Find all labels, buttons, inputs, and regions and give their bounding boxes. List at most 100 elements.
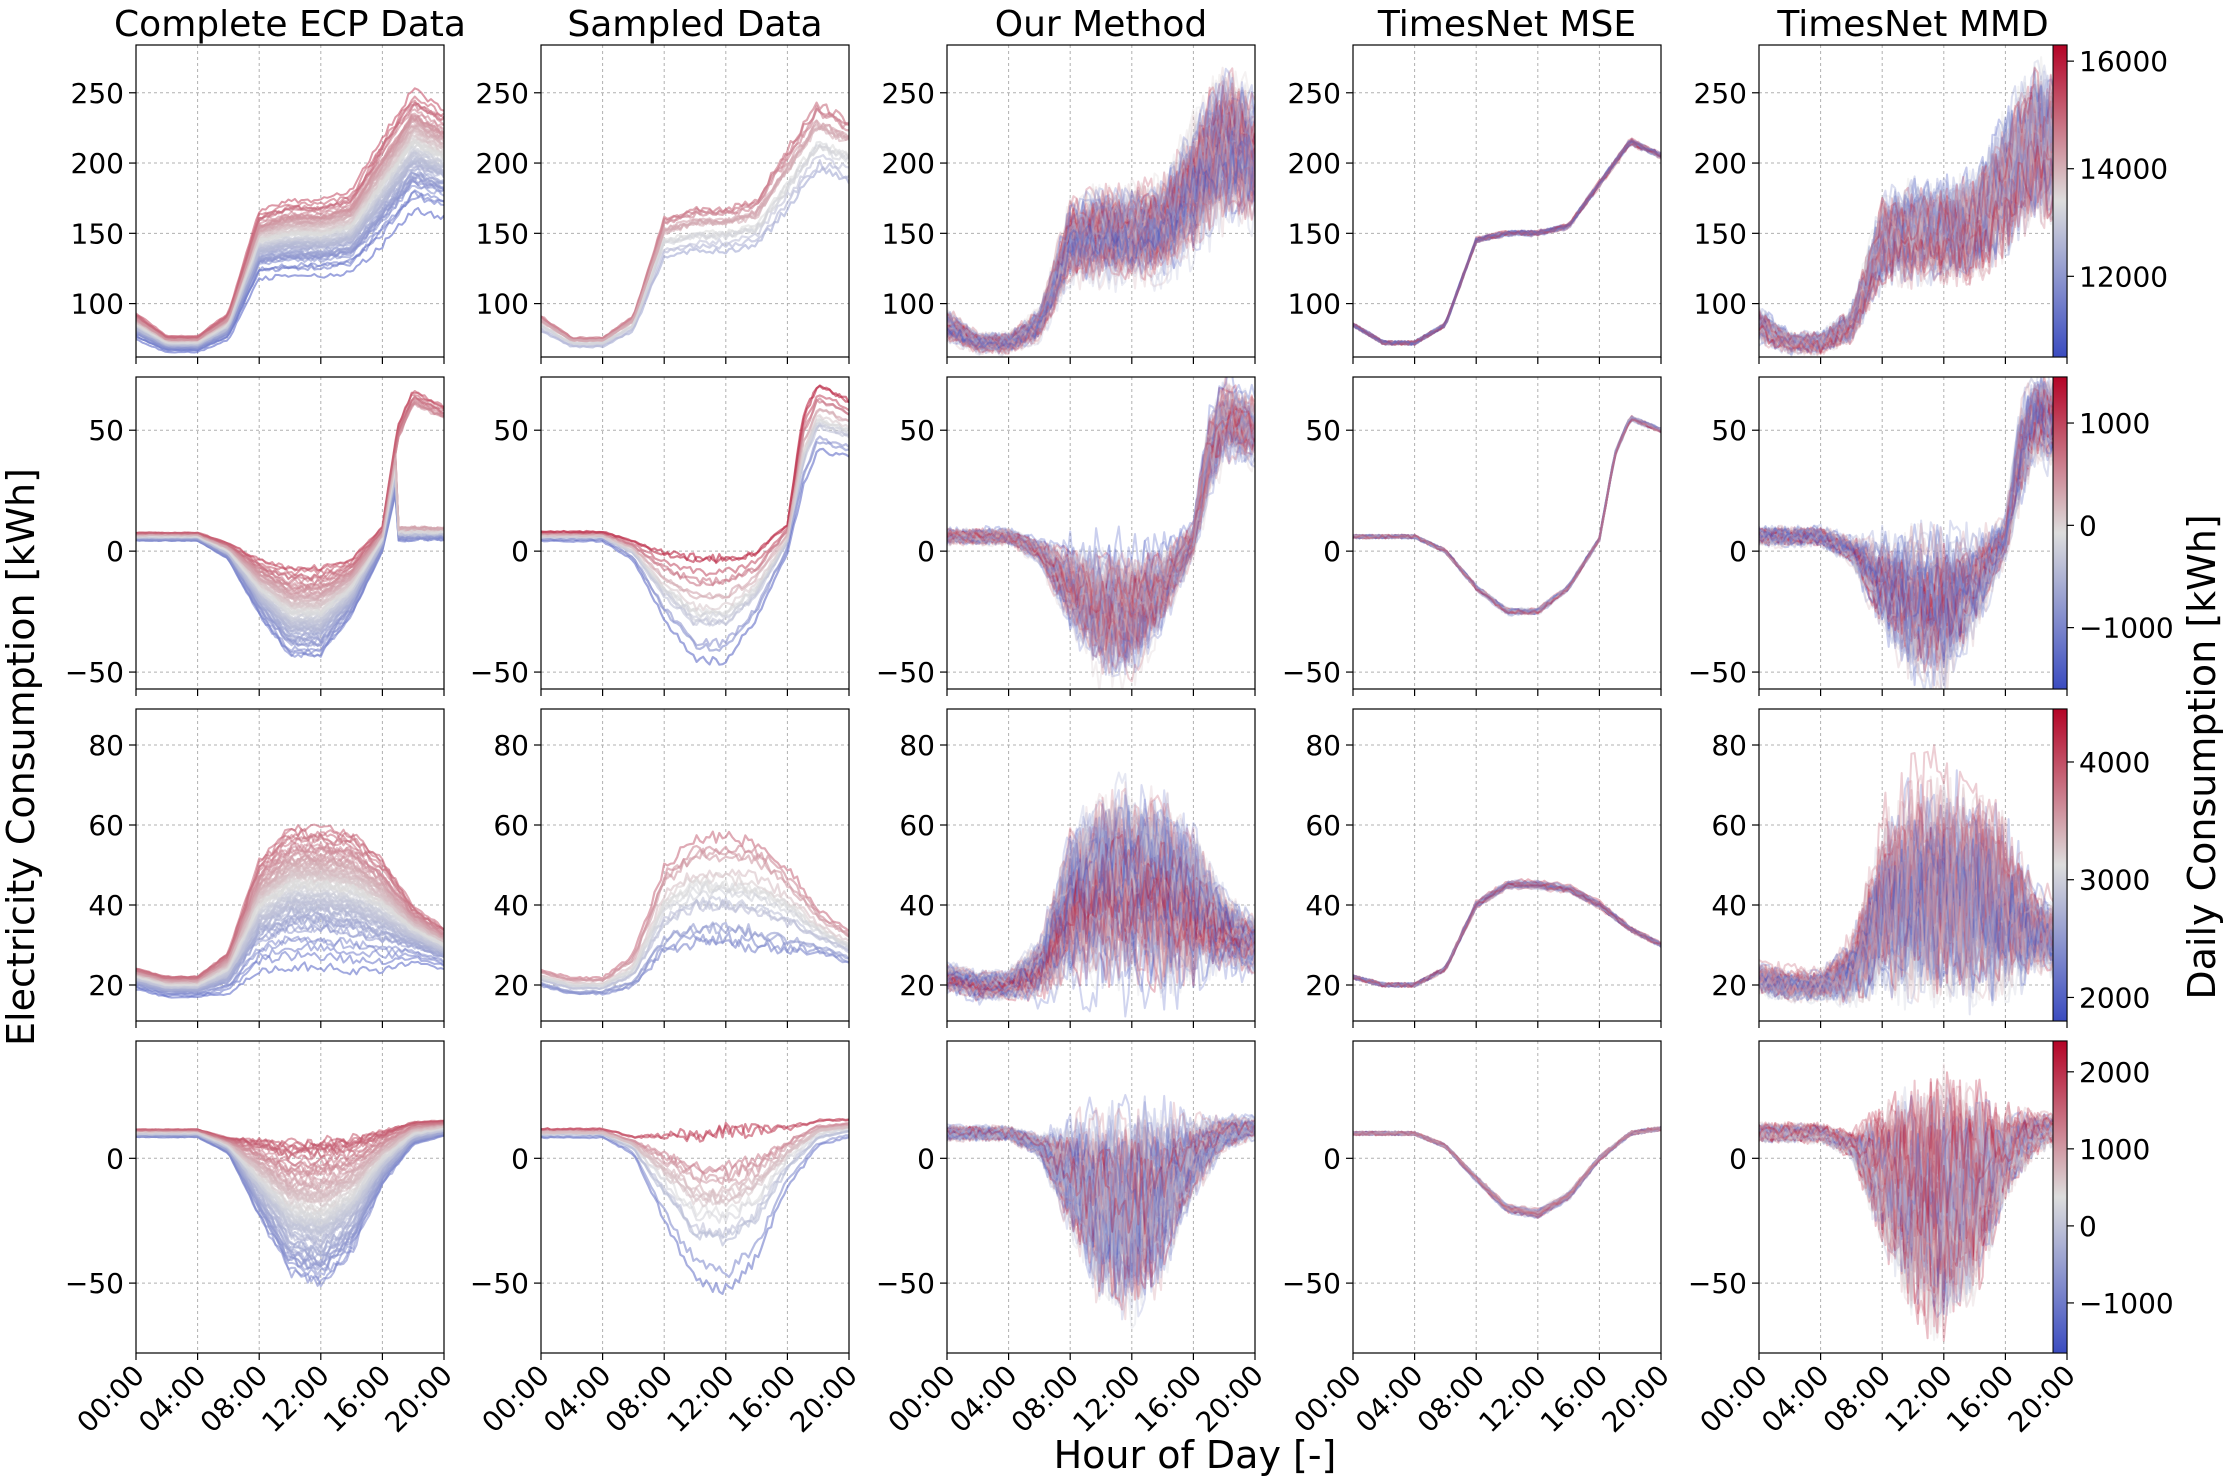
series-line <box>947 402 1255 635</box>
series-line <box>947 1126 1255 1273</box>
y-tick-label: 20 <box>1711 969 1747 1002</box>
series-line <box>1759 822 2067 991</box>
series-line <box>947 1102 1255 1196</box>
series-line <box>947 1123 1255 1262</box>
series-line <box>1759 87 2067 348</box>
y-tick-label: 50 <box>88 414 124 447</box>
series-line <box>947 812 1255 988</box>
series-line <box>1759 1123 2067 1294</box>
series-line <box>1759 849 2067 997</box>
series-line <box>1353 883 1661 988</box>
series-line <box>1353 1127 1661 1214</box>
x-tick-label: 16:00 <box>1128 1359 1208 1439</box>
series-line <box>1353 1127 1661 1219</box>
series-line <box>947 98 1255 346</box>
series-line <box>1759 407 2067 656</box>
series-group <box>136 87 444 354</box>
series-line <box>1759 95 2067 349</box>
series-line <box>1759 84 2067 346</box>
series-line <box>947 861 1255 995</box>
series-line <box>1759 90 2067 349</box>
series-line <box>947 854 1255 992</box>
series-line <box>1759 116 2067 352</box>
series-line <box>1759 1116 2067 1236</box>
series-line <box>1759 80 2067 348</box>
series-line <box>1353 886 1661 988</box>
series-line <box>947 414 1255 637</box>
series-line <box>1353 142 1661 346</box>
series-line <box>947 429 1255 676</box>
series-line <box>947 97 1255 347</box>
series-line <box>1353 143 1661 346</box>
series-line <box>1759 410 2067 651</box>
series-line <box>1353 880 1661 988</box>
series-line <box>947 1125 1255 1265</box>
series-line <box>1759 1122 2067 1273</box>
series-line <box>1353 141 1661 346</box>
series-line <box>136 833 444 980</box>
series-line <box>1759 129 2067 351</box>
x-tick-label: 12:00 <box>1878 1359 1958 1439</box>
series-line <box>947 102 1255 348</box>
series-line <box>947 405 1255 635</box>
series-line <box>1353 140 1661 346</box>
x-tick-label: 04:00 <box>132 1359 212 1439</box>
series-line <box>947 1130 1255 1321</box>
colorbar-tick-label: 14000 <box>2079 153 2168 186</box>
y-tick-label: 60 <box>1711 809 1747 842</box>
series-line <box>1759 800 2067 991</box>
series-line <box>947 127 1255 348</box>
series-line <box>947 862 1255 994</box>
series-line <box>1759 105 2067 348</box>
series-line <box>947 127 1255 351</box>
series-line <box>947 835 1255 991</box>
series-line <box>947 387 1255 611</box>
series-line <box>947 834 1255 992</box>
series-line <box>947 850 1255 992</box>
series-line <box>1759 118 2067 353</box>
series-line <box>1759 405 2067 667</box>
series-line <box>947 798 1255 983</box>
series-line <box>1353 138 1661 346</box>
series-line <box>947 139 1255 352</box>
series-line <box>1759 1097 2067 1232</box>
series-line <box>947 173 1255 357</box>
series-line <box>947 856 1255 992</box>
series-line <box>1759 1127 2067 1307</box>
series-line <box>1759 378 2067 600</box>
series-line <box>1759 394 2067 617</box>
y-tick-label: 150 <box>1288 217 1341 250</box>
x-tick-label: 00:00 <box>476 1359 556 1439</box>
series-line <box>947 388 1255 608</box>
series-line <box>541 1118 849 1143</box>
series-line <box>1759 419 2067 674</box>
series-line <box>947 140 1255 352</box>
series-line <box>947 391 1255 615</box>
series-line <box>1353 140 1661 345</box>
series-line <box>541 1125 849 1204</box>
series-line <box>947 836 1255 989</box>
series-line <box>1759 391 2067 616</box>
series-line <box>1759 414 2067 677</box>
column-title: TimesNet MSE <box>1377 4 1636 45</box>
series-line <box>947 415 1255 659</box>
series-line <box>1353 417 1661 615</box>
panel-frame <box>1352 44 1662 358</box>
series-line <box>1353 141 1661 346</box>
series-line <box>1759 1119 2067 1254</box>
series-line <box>1353 140 1661 346</box>
series-line <box>1759 1119 2067 1231</box>
series-line <box>1759 887 2067 1005</box>
series-line <box>1353 417 1661 614</box>
y-tick-label: 250 <box>476 77 529 110</box>
series-line <box>947 396 1255 621</box>
series-line <box>947 76 1255 345</box>
series-line <box>1353 883 1661 989</box>
series-line <box>1759 93 2067 345</box>
y-tick-label: 150 <box>71 217 124 250</box>
y-tick-label: 0 <box>917 1142 935 1175</box>
series-line <box>1759 75 2067 344</box>
series-line <box>1353 140 1661 346</box>
series-line <box>1759 827 2067 993</box>
